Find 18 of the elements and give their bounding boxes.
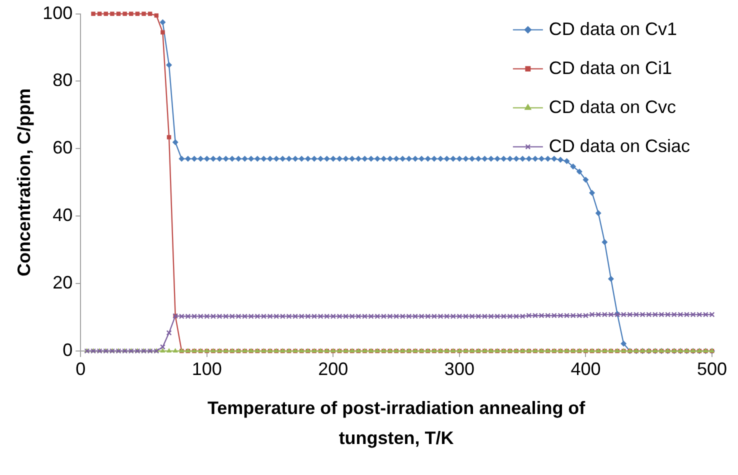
y-tick-label: 20 xyxy=(52,272,73,293)
legend-label: CD data on Ci1 xyxy=(548,58,672,78)
y-tick-label: 100 xyxy=(42,2,73,23)
legend-label: CD data on Cvc xyxy=(548,96,676,117)
x-tick-label: 0 xyxy=(76,358,86,379)
x-tick-label: 500 xyxy=(696,358,728,379)
x-tick-label: 200 xyxy=(318,358,348,379)
legend-label: CD data on Cv1 xyxy=(548,18,678,39)
y-tick-label: 40 xyxy=(52,205,73,226)
legend-label: CD data on Csiac xyxy=(548,136,690,156)
x-tick-label: 400 xyxy=(570,358,601,379)
y-tick-label: 60 xyxy=(52,138,73,158)
y-axis-title: Concentration, C/ppm xyxy=(14,88,34,276)
x-tick-label: 100 xyxy=(192,358,222,379)
y-tick-label: 80 xyxy=(52,70,73,90)
x-axis-title: Temperature of post-irradiation annealing of tungsten, T/K xyxy=(207,398,586,448)
y-tick-label: 0 xyxy=(62,340,73,360)
x-tick-label: 300 xyxy=(444,358,474,379)
